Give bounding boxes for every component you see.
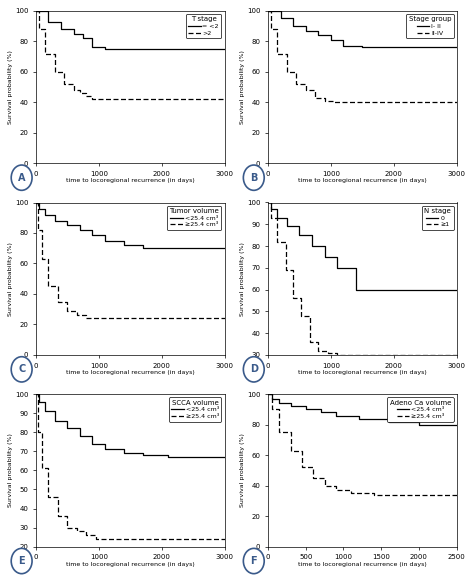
Text: F: F <box>250 556 257 566</box>
Y-axis label: Survival probability (%): Survival probability (%) <box>9 242 13 316</box>
Text: C: C <box>18 365 25 374</box>
Y-axis label: Survival probability (%): Survival probability (%) <box>240 242 246 316</box>
Legend: <25.4 cm³, ≥25.4 cm³: <25.4 cm³, ≥25.4 cm³ <box>387 397 454 421</box>
X-axis label: time to locoregional recurrence (in days): time to locoregional recurrence (in days… <box>298 562 427 567</box>
Text: A: A <box>18 172 26 183</box>
Legend: <25.4 cm³, ≥25.4 cm³: <25.4 cm³, ≥25.4 cm³ <box>169 397 221 421</box>
Text: D: D <box>250 365 258 374</box>
X-axis label: time to locoregional recurrence (in days): time to locoregional recurrence (in days… <box>298 370 427 375</box>
X-axis label: time to locoregional recurrence (in days): time to locoregional recurrence (in days… <box>66 178 194 183</box>
X-axis label: time to locoregional recurrence (in days): time to locoregional recurrence (in days… <box>298 178 427 183</box>
Legend: = <2, >2: = <2, >2 <box>185 14 221 38</box>
Legend: I- II, II-IV: I- II, II-IV <box>406 14 454 38</box>
Y-axis label: Survival probability (%): Survival probability (%) <box>9 50 13 124</box>
Y-axis label: Survival probability (%): Survival probability (%) <box>240 50 246 124</box>
Legend: <25.4 cm³, ≥25.4 cm³: <25.4 cm³, ≥25.4 cm³ <box>167 206 221 230</box>
Text: E: E <box>18 556 25 566</box>
Text: B: B <box>250 172 257 183</box>
Legend: 0, ≥1: 0, ≥1 <box>422 206 454 230</box>
Y-axis label: Survival probability (%): Survival probability (%) <box>240 434 246 507</box>
X-axis label: time to locoregional recurrence (in days): time to locoregional recurrence (in days… <box>66 562 194 567</box>
Y-axis label: Survival probability (%): Survival probability (%) <box>9 434 13 507</box>
X-axis label: time to locoregional recurrence (in days): time to locoregional recurrence (in days… <box>66 370 194 375</box>
